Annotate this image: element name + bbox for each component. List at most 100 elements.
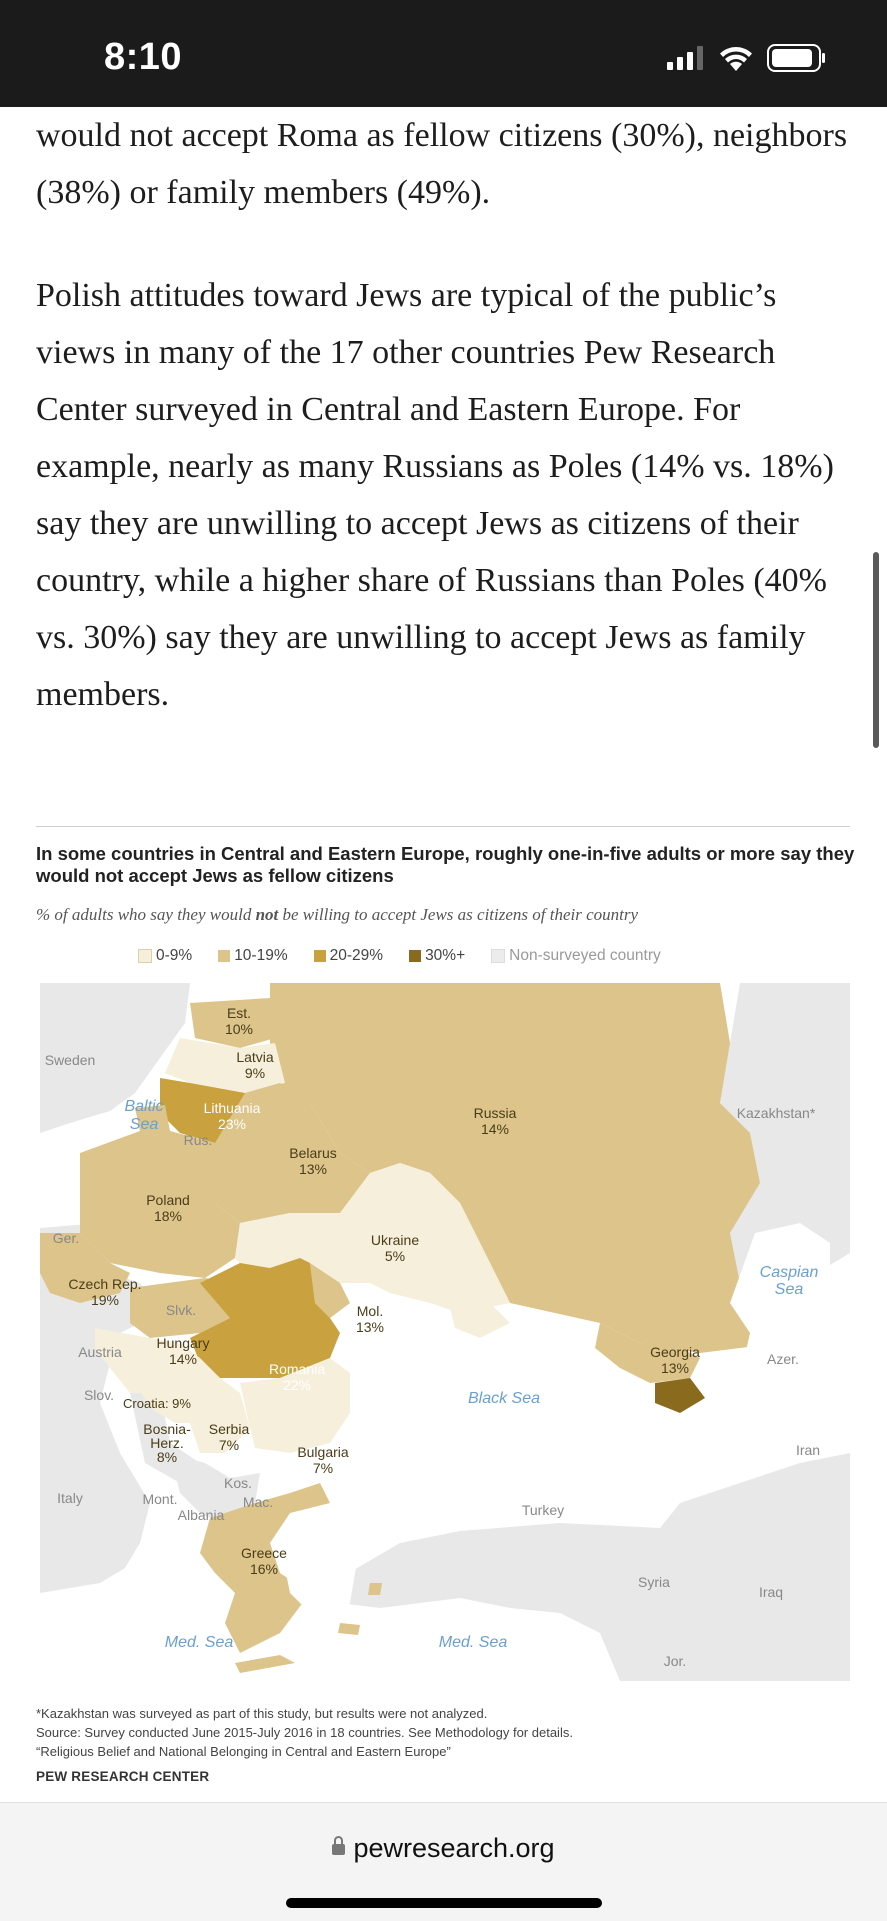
label-moldova: Mol. (357, 1303, 383, 1319)
label-slovenia: Slov. (84, 1387, 114, 1403)
value-czech: 19% (91, 1292, 119, 1308)
label-montenegro: Mont. (142, 1491, 177, 1507)
label-caspian-sea-2: Sea (775, 1281, 804, 1298)
region-russia (270, 983, 780, 1353)
value-poland: 18% (154, 1208, 182, 1224)
value-russia: 14% (481, 1121, 509, 1137)
sea-black (340, 1308, 600, 1428)
label-est: Est. (227, 1005, 251, 1021)
home-indicator[interactable] (286, 1898, 602, 1908)
label-macedonia: Mac. (243, 1494, 273, 1510)
region-kaliningrad (135, 1105, 170, 1131)
legend-swatch-icon (491, 949, 506, 963)
lock-icon (332, 1836, 346, 1856)
region-bulgaria (240, 1358, 350, 1453)
figure-footnotes: *Kazakhstan was surveyed as part of this… (36, 1704, 573, 1761)
status-icons (667, 44, 827, 72)
label-azerbaijan: Azer. (767, 1351, 799, 1367)
value-latvia: 9% (245, 1065, 265, 1081)
url-text: pewresearch.org (353, 1833, 555, 1863)
label-russia: Russia (474, 1105, 517, 1121)
legend-item: 30%+ (409, 947, 465, 965)
browser-address-bar[interactable]: pewresearch.org (0, 1802, 887, 1921)
label-bosnia-2: Herz. (150, 1435, 183, 1451)
region-greece-islands (235, 1581, 382, 1673)
source-brand: PEW RESEARCH CENTER (36, 1769, 210, 1784)
label-georgia: Georgia (650, 1344, 700, 1360)
region-croatia (95, 1328, 200, 1393)
label-latvia: Latvia (236, 1049, 274, 1065)
value-bulgaria: 7% (313, 1460, 333, 1476)
legend-swatch-icon (218, 950, 231, 962)
label-caspian-sea-1: Caspian (760, 1264, 819, 1281)
value-moldova: 13% (356, 1319, 384, 1335)
region-estonia (190, 998, 275, 1048)
label-kosovo: Kos. (224, 1475, 252, 1491)
label-germany: Ger. (53, 1230, 79, 1246)
legend-item: 10-19% (218, 947, 288, 965)
status-time: 8:10 (104, 36, 183, 78)
region-poland (80, 1131, 240, 1278)
wifi-icon (720, 47, 752, 71)
value-belarus: 13% (299, 1161, 327, 1177)
footnote: *Kazakhstan was surveyed as part of this… (36, 1706, 488, 1721)
region-czech (40, 1233, 130, 1303)
value-bosnia: 8% (157, 1449, 177, 1465)
label-belarus: Belarus (289, 1145, 336, 1161)
label-poland: Poland (146, 1192, 190, 1208)
footnote: “Religious Belief and National Belonging… (36, 1744, 451, 1759)
region-serbia (175, 1358, 250, 1453)
label-jordan: Jor. (664, 1653, 687, 1669)
label-iraq: Iraq (759, 1584, 783, 1600)
region-armenia (655, 1378, 705, 1413)
label-baltic-sea-2: Sea (130, 1116, 159, 1133)
status-bar: 8:10 (0, 0, 887, 107)
article-paragraph: would not accept Roma as fellow citizens… (36, 117, 848, 211)
label-med-sea-east: Med. Sea (439, 1634, 508, 1651)
region-bosnia (130, 1358, 200, 1423)
label-greece: Greece (241, 1545, 287, 1561)
label-ukraine: Ukraine (371, 1232, 419, 1248)
label-hungary: Hungary (157, 1335, 210, 1351)
region-greece (200, 1483, 330, 1653)
legend-item: 20-29% (313, 947, 383, 965)
article-paragraph: Polish attitudes toward Jews are typical… (36, 277, 834, 713)
legend-swatch-icon (409, 950, 422, 962)
region-georgia (595, 1323, 700, 1383)
value-armenia: 32% (713, 1390, 741, 1406)
footnote: Source: Survey conducted June 2015-July … (36, 1725, 573, 1740)
label-iran: Iran (796, 1442, 820, 1458)
label-med-sea-west: Med. Sea (165, 1634, 234, 1651)
legend-item: 0-9% (138, 947, 192, 965)
europe-map: Est. 10% Latvia 9% Lithuania 23% Russia … (40, 983, 850, 1681)
label-armenia: Arm. (712, 1374, 742, 1390)
land-central-asia (720, 983, 850, 1313)
label-serbia: Serbia (209, 1421, 250, 1437)
value-georgia: 13% (661, 1360, 689, 1376)
region-ukraine (235, 1163, 510, 1313)
label-sweden: Sweden (45, 1052, 96, 1068)
region-romania (190, 1258, 340, 1378)
url-display[interactable]: pewresearch.org (0, 1833, 887, 1864)
label-italy: Italy (57, 1490, 83, 1506)
region-latvia (165, 1038, 285, 1093)
figure-subtitle: % of adults who say they would not be wi… (36, 905, 639, 924)
land-albania-mac (170, 1453, 260, 1523)
value-serbia: 7% (219, 1437, 239, 1453)
label-kaliningrad: Rus. (184, 1132, 213, 1148)
scroll-indicator[interactable] (873, 552, 879, 748)
value-ukraine: 5% (385, 1248, 405, 1264)
legend-item: Non-surveyed country (491, 947, 661, 965)
cellular-signal-icon (667, 46, 703, 70)
land-sweden (40, 983, 190, 1133)
label-croatia: Croatia: 9% (123, 1396, 191, 1411)
label-austria: Austria (78, 1344, 122, 1360)
label-turkey: Turkey (522, 1502, 564, 1518)
label-bulgaria: Bulgaria (297, 1444, 349, 1460)
value-hungary: 14% (169, 1351, 197, 1367)
value-lithuania: 23% (218, 1116, 246, 1132)
label-baltic-sea-1: Baltic (124, 1098, 163, 1115)
label-romania: Romania (269, 1361, 325, 1377)
value-greece: 16% (250, 1561, 278, 1577)
label-kazakhstan: Kazakhstan* (737, 1105, 816, 1121)
